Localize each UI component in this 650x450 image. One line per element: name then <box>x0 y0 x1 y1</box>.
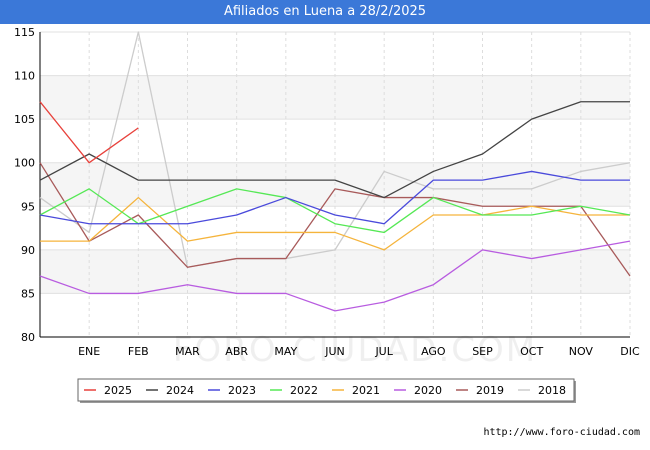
legend-label: 2021 <box>352 384 380 397</box>
x-tick-label: MAR <box>175 345 200 358</box>
x-tick-label: FEB <box>128 345 149 358</box>
x-tick-label: DIC <box>620 345 640 358</box>
legend-label: 2024 <box>166 384 194 397</box>
x-tick-label: ABR <box>225 345 248 358</box>
y-tick-label: 80 <box>21 331 35 344</box>
legend-label: 2020 <box>414 384 442 397</box>
legend-box <box>77 378 575 402</box>
series-line-2025 <box>39 101 139 164</box>
x-tick-label: AGO <box>421 345 446 358</box>
source-url: http://www.foro-ciudad.com <box>483 427 640 438</box>
chart-title: Afiliados en Luena a 28/2/2025 <box>0 0 650 24</box>
series-line-2020 <box>39 240 631 312</box>
x-tick-label: SEP <box>472 345 493 358</box>
series-line-2018 <box>39 31 631 268</box>
series-line-2021 <box>40 196 630 251</box>
legend-label: 2025 <box>104 384 132 397</box>
x-tick-label: ENE <box>78 345 100 358</box>
y-tick-label: 95 <box>21 200 35 213</box>
x-tick-label: JUN <box>324 345 345 358</box>
legend-label: 2023 <box>228 384 256 397</box>
x-tick-label: NOV <box>569 345 594 358</box>
x-tick-label: OCT <box>520 345 543 358</box>
y-tick-label: 90 <box>21 244 35 257</box>
y-tick-label: 105 <box>14 113 35 126</box>
y-tick-label: 100 <box>14 157 35 170</box>
x-tick-label: MAY <box>274 345 297 358</box>
series-line-2023 <box>39 170 630 225</box>
y-tick-label: 85 <box>21 287 35 300</box>
legend-label: 2019 <box>476 384 504 397</box>
legend-label: 2022 <box>290 384 318 397</box>
x-tick-label: JUL <box>374 345 393 358</box>
y-tick-label: 110 <box>14 70 35 83</box>
series-line-2024 <box>39 101 630 199</box>
y-tick-label: 115 <box>14 26 35 39</box>
legend-label: 2018 <box>538 384 566 397</box>
